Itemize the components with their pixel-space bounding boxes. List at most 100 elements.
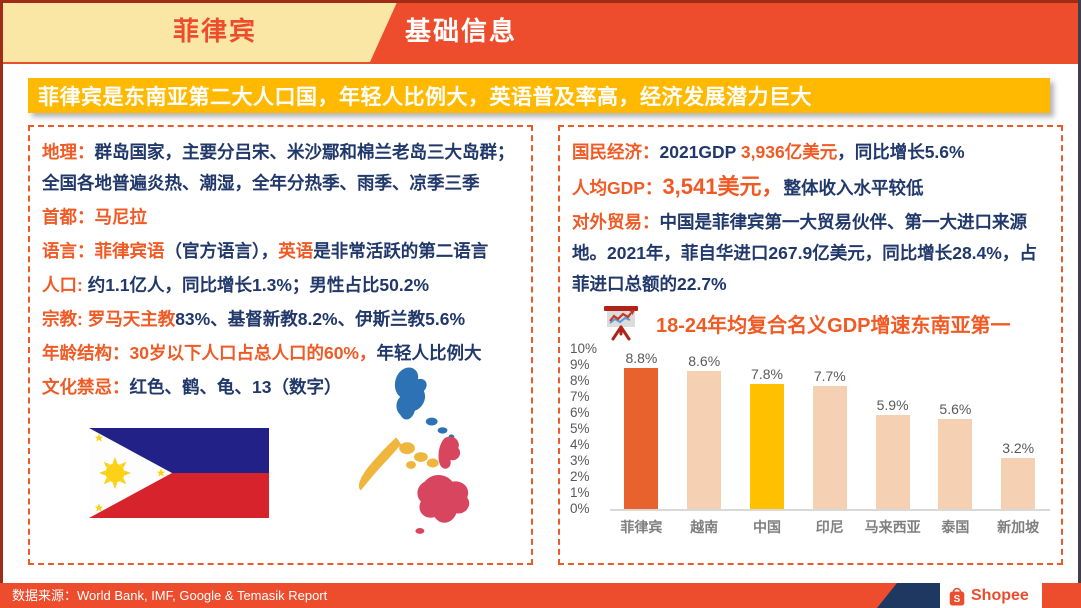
bar-value-label: 8.8%	[625, 350, 658, 367]
country-tab: 菲律宾	[172, 16, 257, 46]
philippines-flag	[89, 428, 269, 518]
population-label: 人口:	[42, 275, 88, 295]
religion-text: 83%、基督新教8.2%、伊斯兰教5.6%	[175, 309, 466, 329]
economy-label: 国民经济：	[572, 142, 660, 162]
right-edge-stripe	[1078, 0, 1081, 583]
bar-cell: 7.7%	[798, 349, 861, 509]
bar-value-label: 3.2%	[1002, 439, 1035, 456]
religion-label: 宗教:	[42, 309, 88, 329]
shopee-logo: S Shopee	[947, 583, 1029, 608]
y-tick-label: 4%	[570, 437, 590, 452]
chart-y-axis: 0% 1% 2% 3% 4% 5% 6% 7% 8% 9% 10%	[570, 341, 604, 516]
x-axis-category-label: 马来西亚	[864, 519, 921, 535]
bar-value-label: 5.9%	[876, 396, 909, 413]
geography-text: 群岛国家，主要分吕宋、米沙鄢和棉兰老岛三大岛群；全国各地普遍炎热、潮湿，全年分热…	[42, 142, 515, 193]
bar	[1001, 457, 1036, 509]
capital-label: 首都：	[42, 207, 95, 227]
y-tick-label: 10%	[570, 341, 598, 356]
age-text: 年轻人比例大	[376, 343, 482, 363]
language-line: 语言：菲律宾语（官方语言），英语是非常活跃的第二语言	[42, 236, 519, 267]
bar-cell: 8.8%	[610, 349, 673, 509]
bar	[812, 385, 847, 509]
bar-cell: 5.6%	[924, 349, 987, 509]
chart-bars: 8.8% 8.6% 7.8% 7.7% 5.9% 5.6% 3.2%	[610, 349, 1050, 511]
economy-panel: 国民经济：2021GDP 3,936亿美元，同比增长5.6% 人均GDP：3,5…	[558, 125, 1063, 565]
header-cream-tab	[0, 0, 398, 62]
language-mid: （官方语言），	[164, 241, 279, 261]
chart-board-icon	[604, 306, 638, 341]
gdp-value: 3,541美元，	[662, 174, 784, 199]
bar-value-label: 7.8%	[751, 366, 783, 383]
y-tick-label: 1%	[570, 485, 590, 500]
religion-line: 宗教: 罗马天主教83%、基督新教8.2%、伊斯兰教5.6%	[42, 304, 519, 335]
data-source-text: World Bank, IMF, Google & Temasik Report	[77, 588, 328, 603]
taboo-label: 文化禁忌：	[42, 377, 130, 397]
population-text: 约1.1亿人，同比增长1.3%；男性占比50.2%	[87, 275, 430, 295]
x-axis-category-label: 泰国	[941, 519, 970, 535]
headline-text: 菲律宾是东南亚第二大人口国，年轻人比例大，英语普及率高，经济发展潜力巨大	[38, 85, 812, 109]
language-value2: 英语	[278, 241, 314, 261]
y-tick-label: 5%	[570, 421, 590, 436]
language-label: 语言：	[42, 241, 95, 261]
taboo-line: 文化禁忌：红色、鹤、龟、13（数字）	[42, 372, 519, 403]
trade-line: 对外贸易：中国是菲律宾第一大贸易伙伴、第一大进口来源地。2021年，菲自华进口2…	[572, 207, 1049, 300]
chart-title: 18-24年均复合名义GDP增速东南亚第一	[656, 314, 1011, 337]
gdp-tail: 整体收入水平较低	[783, 178, 924, 198]
x-axis-category-label: 菲律宾	[620, 519, 663, 535]
gdp-per-capita-line: 人均GDP：3,541美元，整体收入水平较低	[572, 171, 1049, 204]
x-axis-category-label: 新加坡	[997, 519, 1040, 535]
bar	[749, 384, 784, 509]
philippines-map	[358, 367, 470, 534]
bar-cell: 7.8%	[736, 349, 799, 509]
taboo-text: 红色、鹤、龟、13（数字）	[129, 377, 342, 397]
capital-line: 首都：马尼拉	[42, 202, 519, 233]
population-line: 人口: 约1.1亿人，同比增长1.3%；男性占比50.2%	[42, 270, 519, 301]
data-source-bar: 数据来源：World Bank, IMF, Google & Temasik R…	[0, 583, 940, 608]
bar-cell: 5.9%	[861, 349, 924, 509]
age-label: 年龄结构：	[42, 343, 130, 363]
shopee-brand-text: Shopee	[971, 586, 1029, 604]
chart-x-labels: 菲律宾 越南 中国 印尼 马来西亚 泰国 新加坡	[610, 517, 1050, 537]
bar-cell: 8.6%	[673, 349, 736, 509]
y-tick-label: 2%	[570, 469, 590, 484]
trade-label: 对外贸易：	[572, 212, 660, 232]
bar	[938, 419, 973, 509]
data-source-label: 数据来源：	[12, 588, 78, 603]
economy-pre: 2021GDP	[659, 142, 741, 162]
economy-line: 国民经济：2021GDP 3,936亿美元，同比增长5.6%	[572, 137, 1049, 168]
bar	[624, 368, 659, 509]
religion-highlight: 罗马天主教	[87, 309, 176, 329]
y-tick-label: 7%	[570, 389, 590, 404]
bar-value-label: 8.6%	[688, 353, 721, 370]
gdp-growth-bar-chart: 0% 1% 2% 3% 4% 5% 6% 7% 8% 9% 10% 8.8% 8.6% 7.8% 7.7%…	[570, 341, 1051, 545]
capital-value: 马尼拉	[94, 207, 148, 227]
geography-label: 地理：	[42, 142, 95, 162]
shopee-bag-s: S	[954, 593, 961, 604]
shopee-bag-icon: S	[949, 587, 965, 606]
y-tick-label: 3%	[570, 453, 590, 468]
footer-orange-accent	[1042, 583, 1081, 608]
bar	[687, 371, 722, 509]
bar-value-label: 7.7%	[813, 367, 846, 384]
language-tail: 是非常活跃的第二语言	[313, 241, 489, 261]
y-tick-label: 9%	[570, 357, 590, 372]
y-tick-label: 8%	[570, 373, 590, 388]
footer: 数据来源：World Bank, IMF, Google & Temasik R…	[0, 583, 1081, 608]
age-structure-line: 年龄结构：30岁以下人口占总人口的60%，年轻人比例大	[42, 338, 519, 369]
geography-line: 地理：群岛国家，主要分吕宋、米沙鄢和棉兰老岛三大岛群；全国各地普遍炎热、潮湿，全…	[42, 137, 519, 199]
bar	[875, 414, 910, 509]
x-axis-category-label: 印尼	[815, 519, 844, 535]
top-edge-stripe	[0, 0, 1081, 3]
header: 菲律宾 基础信息	[0, 0, 1081, 64]
bar-cell: 3.2%	[987, 349, 1050, 509]
gdp-label: 人均GDP：	[572, 178, 663, 198]
bar-value-label: 5.6%	[939, 401, 972, 418]
headline-banner: 菲律宾是东南亚第二大人口国，年轻人比例大，英语普及率高，经济发展潜力巨大	[28, 78, 1050, 113]
x-axis-category-label: 越南	[690, 519, 719, 535]
country-facts-panel: 地理：群岛国家，主要分吕宋、米沙鄢和棉兰老岛三大岛群；全国各地普遍炎热、潮湿，全…	[28, 125, 533, 565]
trade-text: 中国是菲律宾第一大贸易伙伴、第一大进口来源地。2021年，菲自华进口267.9亿…	[572, 212, 1037, 294]
language-value1: 菲律宾语	[94, 241, 165, 261]
economy-tail: ，同比增长5.6%	[837, 142, 965, 162]
x-axis-category-label: 中国	[752, 519, 781, 535]
